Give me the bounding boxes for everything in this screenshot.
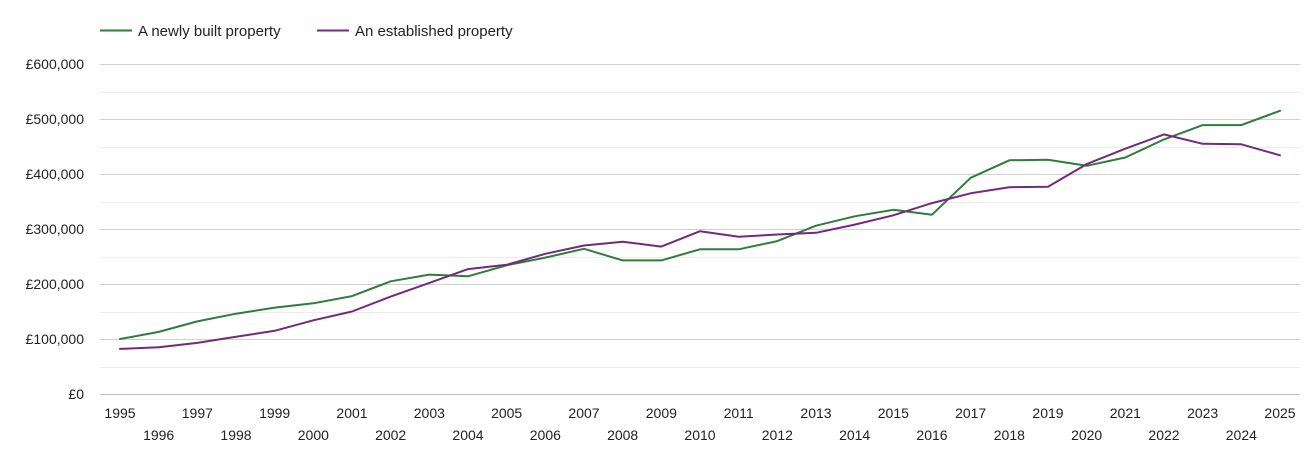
x-tick-label: 2016 <box>916 427 947 443</box>
series-lines <box>119 109 1281 350</box>
y-tick-label: £400,000 <box>26 166 85 182</box>
legend-label: A newly built property <box>138 23 281 40</box>
x-tick-label: 2000 <box>298 427 329 443</box>
y-tick-label: £100,000 <box>26 331 85 347</box>
x-tick-label: 2022 <box>1148 427 1179 443</box>
x-tick-label: 2018 <box>994 427 1025 443</box>
x-tick-label: 2006 <box>530 427 561 443</box>
x-tick-label: 2014 <box>839 427 870 443</box>
x-tick-label: 2017 <box>955 405 986 421</box>
x-tick-label: 2019 <box>1032 405 1063 421</box>
x-tick-label: 2001 <box>336 405 367 421</box>
x-tick-label: 2011 <box>724 405 754 421</box>
y-tick-label: £300,000 <box>26 221 85 237</box>
x-tick-label: 2021 <box>1110 405 1141 421</box>
x-tick-label: 2020 <box>1071 427 1102 443</box>
series-line-newly-built <box>119 109 1281 340</box>
legend-label: An established property <box>355 23 513 40</box>
x-tick-label: 2013 <box>800 405 831 421</box>
x-tick-label: 1998 <box>220 427 251 443</box>
x-axis: 1995 1996 1997 1998 1999 2000 2001 2002 2003 2004… <box>104 405 1295 443</box>
y-tick-label: £600,000 <box>26 56 85 72</box>
series-line-established <box>119 133 1281 350</box>
x-tick-label: 2024 <box>1226 427 1257 443</box>
x-tick-label: 2012 <box>762 427 793 443</box>
x-tick-label: 1995 <box>104 405 135 421</box>
x-tick-label: 2010 <box>684 427 715 443</box>
y-tick-label: £500,000 <box>26 111 85 127</box>
x-tick-label: 2004 <box>452 427 483 443</box>
legend: A newly built property An established pro… <box>100 23 513 40</box>
y-tick-label: £200,000 <box>26 276 85 292</box>
x-tick-label: 2008 <box>607 427 638 443</box>
x-tick-label: 1996 <box>143 427 174 443</box>
x-tick-label: 2007 <box>568 405 599 421</box>
x-tick-label: 2025 <box>1264 405 1295 421</box>
grid-lines <box>100 64 1300 395</box>
x-tick-label: 1999 <box>259 405 290 421</box>
y-tick-label: £0 <box>68 386 84 402</box>
x-tick-label: 2023 <box>1187 405 1218 421</box>
x-tick-label: 1997 <box>182 405 213 421</box>
x-tick-label: 2015 <box>878 405 909 421</box>
y-axis: £0 £100,000 £200,000 £300,000 £400,000 £500,0… <box>26 56 85 402</box>
x-tick-label: 2009 <box>646 405 677 421</box>
x-tick-label: 2002 <box>375 427 406 443</box>
x-tick-label: 2003 <box>414 405 445 421</box>
x-tick-label: 2005 <box>491 405 522 421</box>
